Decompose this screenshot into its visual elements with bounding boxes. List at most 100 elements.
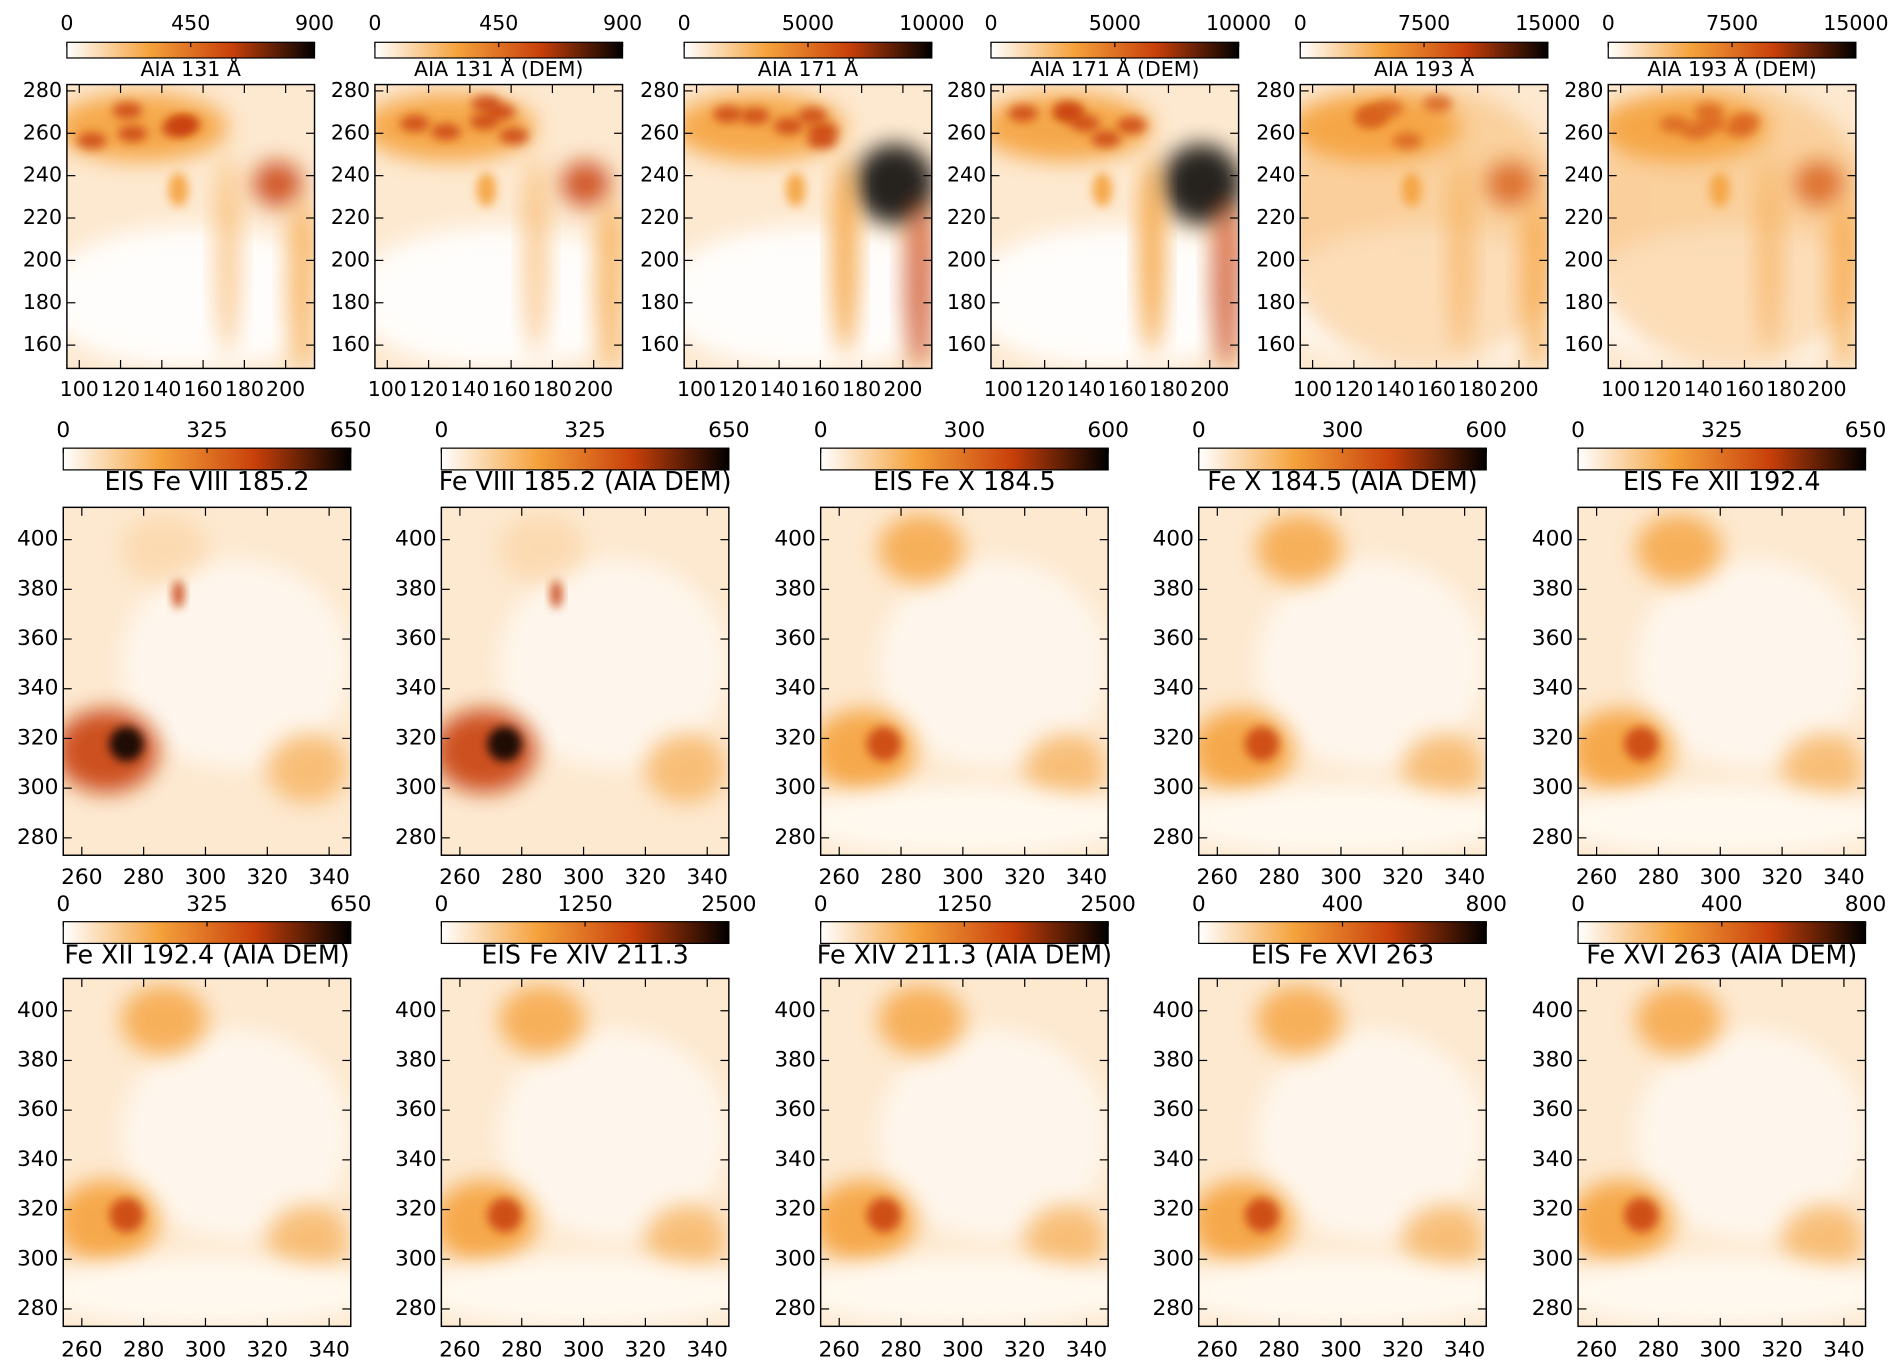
image-feature (487, 1198, 521, 1233)
x-tick-label: 280 (123, 865, 164, 890)
panel: 0325650EIS Fe VIII 185.22602803003203402… (17, 418, 372, 890)
image (413, 978, 758, 1326)
image-feature (713, 106, 743, 123)
image-feature (551, 580, 562, 608)
colorbar-tick-label: 7500 (1398, 11, 1450, 35)
image (1275, 85, 1572, 369)
image-feature (1569, 709, 1672, 792)
y-tick-label: 280 (17, 825, 58, 850)
x-tick-label: 160 (1417, 377, 1456, 401)
x-tick-label: 280 (1258, 1338, 1299, 1363)
image-feature (118, 125, 148, 142)
y-tick-label: 360 (17, 1097, 58, 1122)
colorbar-tick-label: 0 (1571, 418, 1585, 443)
y-tick-label: 300 (395, 775, 436, 800)
image-feature (1140, 156, 1165, 355)
image (35, 978, 380, 1326)
y-tick-label: 220 (331, 205, 370, 229)
image-feature (400, 115, 430, 132)
y-tick-label: 280 (774, 825, 815, 850)
colorbar-tick-label: 0 (60, 11, 73, 35)
y-tick-label: 180 (1256, 290, 1295, 314)
y-tick-label: 160 (1256, 332, 1295, 356)
image-feature (878, 985, 964, 1055)
x-tick-label: 340 (686, 1338, 727, 1363)
y-tick-label: 260 (331, 120, 370, 144)
y-tick-label: 400 (774, 998, 815, 1023)
image-feature (867, 727, 901, 762)
colorbar-tick-label: 800 (1466, 892, 1507, 917)
colorbar-tick-label: 300 (944, 418, 985, 443)
image-feature (792, 1257, 1137, 1327)
y-tick-label: 380 (774, 576, 815, 601)
y-tick-label: 340 (1152, 676, 1193, 701)
panel-title: AIA 171 Å (758, 55, 858, 81)
x-tick-label: 120 (1642, 377, 1681, 401)
image-feature (1549, 1257, 1894, 1327)
y-tick-label: 300 (17, 775, 58, 800)
y-tick-label: 340 (1152, 1147, 1193, 1172)
x-tick-label: 120 (718, 377, 757, 401)
x-tick-label: 300 (1700, 1338, 1741, 1363)
y-tick-label: 320 (17, 725, 58, 750)
y-tick-label: 280 (1152, 1296, 1193, 1321)
image-feature (1583, 85, 1880, 369)
colorbar-tick-label: 0 (678, 11, 691, 35)
x-tick-label: 140 (1066, 377, 1105, 401)
panel-title: Fe XIV 211.3 (AIA DEM) (817, 940, 1112, 970)
x-tick-label: 340 (686, 865, 727, 890)
x-tick-label: 140 (450, 377, 489, 401)
image-feature (109, 1198, 143, 1233)
x-tick-label: 320 (625, 1338, 666, 1363)
y-tick-label: 320 (17, 1197, 58, 1222)
y-tick-label: 380 (1532, 1047, 1573, 1072)
image-feature (1091, 130, 1121, 147)
x-tick-label: 180 (225, 377, 264, 401)
image-feature (786, 173, 806, 207)
y-tick-label: 160 (23, 332, 62, 356)
image-feature (470, 113, 500, 130)
colorbar-tick-label: 0 (434, 418, 448, 443)
x-tick-label: 260 (1576, 1338, 1617, 1363)
x-tick-label: 140 (142, 377, 181, 401)
colorbar-tick-label: 325 (1701, 418, 1742, 443)
image-feature (215, 156, 240, 355)
image (350, 85, 647, 369)
x-tick-label: 100 (368, 377, 407, 401)
image-feature (1053, 101, 1083, 118)
image-feature (1636, 514, 1722, 584)
x-tick-label: 180 (1766, 377, 1805, 401)
panel: 0300600EIS Fe X 184.52602803003203402803… (774, 418, 1137, 890)
colorbar-tick-label: 10000 (1206, 11, 1271, 35)
x-tick-label: 100 (677, 377, 716, 401)
x-tick-label: 280 (1638, 1338, 1679, 1363)
y-tick-label: 260 (1256, 120, 1295, 144)
image-feature (1624, 1198, 1658, 1233)
image-feature (121, 514, 207, 584)
colorbar-tick-label: 2500 (701, 892, 756, 917)
image-feature (433, 709, 536, 792)
y-tick-label: 360 (17, 626, 58, 651)
y-tick-label: 360 (774, 626, 815, 651)
y-tick-label: 400 (17, 527, 58, 552)
y-tick-label: 320 (774, 725, 815, 750)
y-tick-label: 340 (1532, 676, 1573, 701)
image-feature (35, 1257, 380, 1327)
colorbar-tick-label: 450 (171, 11, 210, 35)
y-tick-label: 400 (1152, 998, 1193, 1023)
y-tick-label: 220 (23, 205, 62, 229)
y-tick-label: 240 (23, 163, 62, 187)
y-tick-label: 180 (947, 290, 986, 314)
x-tick-label: 120 (409, 377, 448, 401)
image-feature (792, 786, 1137, 856)
colorbar-tick-label: 450 (479, 11, 518, 35)
y-tick-label: 320 (1152, 1197, 1193, 1222)
x-tick-label: 300 (563, 865, 604, 890)
x-tick-label: 160 (184, 377, 223, 401)
panel-title: AIA 131 Å (DEM) (414, 55, 583, 81)
panel: 0450900AIA 131 Å (DEM)100120140160180200… (331, 11, 647, 401)
image-feature (524, 156, 549, 355)
x-tick-label: 200 (1190, 377, 1229, 401)
x-tick-label: 200 (1499, 377, 1538, 401)
